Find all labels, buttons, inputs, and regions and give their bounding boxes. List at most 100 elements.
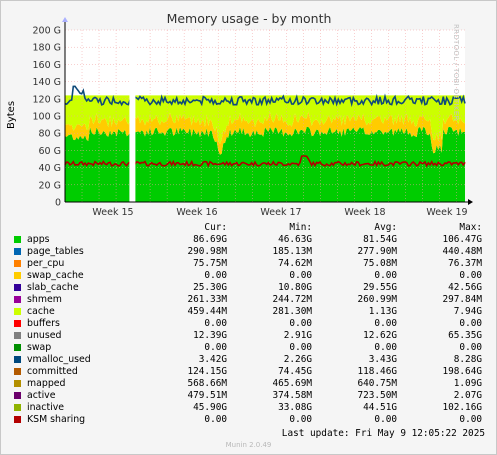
legend-min-value: 0.00 <box>289 318 312 329</box>
y-tick-label: 40 G <box>39 163 61 174</box>
apps-area <box>65 126 465 202</box>
legend-row-inactive: inactive 45.90G 33.08G 44.51G 102.16G <box>14 402 494 414</box>
legend-cur-value: 479.51M <box>187 390 227 401</box>
legend-swatch <box>14 248 21 255</box>
legend-min-value: 0.00 <box>289 414 312 425</box>
legend-swatch <box>14 368 21 375</box>
legend-row-active: active 479.51M 374.58M 723.50M 2.07G <box>14 390 494 402</box>
header-max: Max: <box>459 222 482 233</box>
y-tick-label: 60 G <box>39 146 61 157</box>
legend-min-value: 465.69M <box>272 378 312 389</box>
legend-swatch <box>14 308 21 315</box>
legend-min-value: 0.00 <box>289 342 312 353</box>
legend-cur-value: 568.66M <box>187 378 227 389</box>
legend-label: buffers <box>27 318 60 329</box>
legend-label: KSM sharing <box>27 414 86 425</box>
legend-label: unused <box>27 330 62 341</box>
legend-row-committed: committed 124.15G 74.45G 118.46G 198.64G <box>14 366 494 378</box>
legend-cur-value: 75.75M <box>193 258 227 269</box>
y-tick-label: 120 G <box>32 94 61 105</box>
legend-row-per-cpu: per_cpu 75.75M 74.62M 75.08M 76.37M <box>14 258 494 270</box>
legend-row-page-tables: page_tables 290.98M 185.13M 277.90M 440.48M <box>14 246 494 258</box>
legend-max-value: 8.28G <box>453 354 482 365</box>
legend-swatch <box>14 392 21 399</box>
legend-row-buffers: buffers 0.00 0.00 0.00 0.00 <box>14 318 494 330</box>
legend-cur-value: 459.44M <box>187 306 227 317</box>
header-avg: Avg: <box>374 222 397 233</box>
legend-avg-value: 12.62G <box>363 330 397 341</box>
legend-cur-value: 86.69G <box>193 234 227 245</box>
legend-max-value: 0.00 <box>459 414 482 425</box>
legend-cur-value: 0.00 <box>204 342 227 353</box>
legend-min-value: 374.58M <box>272 390 312 401</box>
legend-min-value: 0.00 <box>289 270 312 281</box>
legend-avg-value: 75.08M <box>363 258 397 269</box>
y-tick-label: 0 <box>55 198 61 209</box>
legend-max-value: 76.37M <box>448 258 482 269</box>
legend-avg-value: 0.00 <box>374 318 397 329</box>
legend-max-value: 198.64G <box>442 366 482 377</box>
legend-row-shmem: shmem 261.33M 244.72M 260.99M 297.84M <box>14 294 494 306</box>
legend-label: inactive <box>27 402 65 413</box>
plot-area: 0 20 G 40 G 60 G 80 G 100 G 120 G 140 G 160 G 180… <box>32 17 473 218</box>
rrdtool-credit: RRDTOOL / TOBI OETIKER <box>452 24 460 121</box>
slab-cache-area <box>65 111 465 155</box>
legend-swatch <box>14 344 21 351</box>
legend-swatch <box>14 320 21 327</box>
legend-label: cache <box>27 306 55 317</box>
header-min: Min: <box>289 222 312 233</box>
legend-swatch <box>14 404 21 411</box>
legend-min-value: 185.13M <box>272 246 312 257</box>
legend-label: active <box>27 390 56 401</box>
legend-avg-value: 277.90M <box>357 246 397 257</box>
legend-avg-value: 260.99M <box>357 294 397 305</box>
legend-max-value: 0.00 <box>459 342 482 353</box>
legend-avg-value: 118.46G <box>357 366 397 377</box>
legend-cur-value: 261.33M <box>187 294 227 305</box>
x-axis-arrow <box>468 199 473 205</box>
legend-max-value: 106.47G <box>442 234 482 245</box>
legend-max-value: 42.56G <box>448 282 482 293</box>
legend-cur-value: 12.39G <box>193 330 227 341</box>
legend-max-value: 297.84M <box>442 294 482 305</box>
legend-row-mapped: mapped 568.66M 465.69M 640.75M 1.09G <box>14 378 494 390</box>
legend-row-apps: apps 86.69G 46.63G 81.54G 106.47G <box>14 234 494 246</box>
legend-swatch <box>14 236 21 243</box>
legend-cur-value: 25.30G <box>193 282 227 293</box>
legend-swatch <box>14 332 21 339</box>
legend-avg-value: 81.54G <box>363 234 397 245</box>
legend-min-value: 74.45G <box>278 366 312 377</box>
legend-cur-value: 3.42G <box>198 354 227 365</box>
legend-cur-value: 0.00 <box>204 414 227 425</box>
y-tick-label: 160 G <box>32 60 61 71</box>
legend-swatch <box>14 296 21 303</box>
y-tick-label: 80 G <box>39 129 61 140</box>
legend-header: Cur: Min: Avg: Max: <box>14 222 494 234</box>
x-tick-label: Week 18 <box>344 207 385 218</box>
last-update-text: Last update: Fri May 9 12:05:22 2025 <box>281 428 485 439</box>
legend-max-value: 102.16G <box>442 402 482 413</box>
legend-row-swap: swap 0.00 0.00 0.00 0.00 <box>14 342 494 354</box>
y-axis-label: Bytes <box>6 101 17 129</box>
legend-swatch <box>14 260 21 267</box>
header-cur: Cur: <box>204 222 227 233</box>
x-tick-label: Week 16 <box>176 207 217 218</box>
legend-avg-value: 0.00 <box>374 270 397 281</box>
munin-version: Munin 2.0.49 <box>225 441 272 449</box>
legend-min-value: 281.30M <box>272 306 312 317</box>
legend-avg-value: 1.13G <box>368 306 397 317</box>
legend-row-swap-cache: swap_cache 0.00 0.00 0.00 0.00 <box>14 270 494 282</box>
memory-chart: Memory usage - by month Bytes 0 20 G 40 G 6… <box>6 11 473 218</box>
legend-min-value: 2.26G <box>283 354 312 365</box>
legend-label: apps <box>27 234 50 245</box>
y-tick-label: 140 G <box>32 77 61 88</box>
legend-cur-value: 45.90G <box>193 402 227 413</box>
legend-row-ksm-sharing: KSM sharing 0.00 0.00 0.00 0.00 <box>14 414 494 426</box>
legend-max-value: 65.35G <box>448 330 482 341</box>
unused-area <box>65 95 465 144</box>
y-tick-label: 180 G <box>32 43 61 54</box>
legend-min-value: 33.08G <box>278 402 312 413</box>
legend-min-value: 10.80G <box>278 282 312 293</box>
legend-avg-value: 723.50M <box>357 390 397 401</box>
legend-swatch <box>14 356 21 363</box>
